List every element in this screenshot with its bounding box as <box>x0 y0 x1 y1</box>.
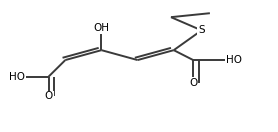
Text: O: O <box>44 91 53 101</box>
Text: S: S <box>198 25 205 35</box>
Text: HO: HO <box>225 55 242 65</box>
Text: OH: OH <box>93 23 110 33</box>
Text: HO: HO <box>9 72 25 82</box>
Text: O: O <box>189 78 197 88</box>
